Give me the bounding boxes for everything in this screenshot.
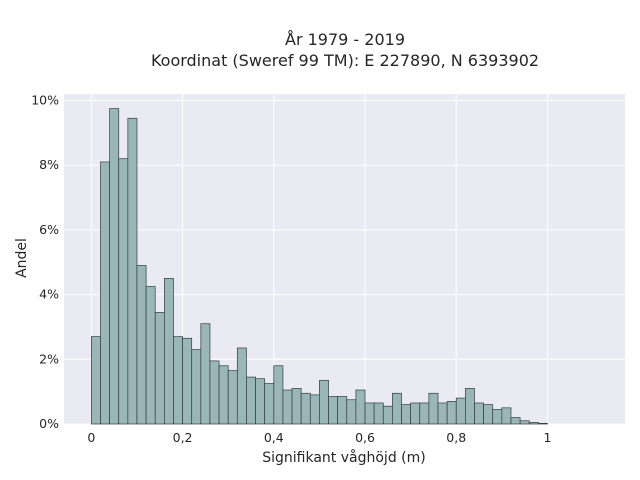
histogram-bar	[136, 265, 147, 425]
histogram-bar	[337, 396, 348, 425]
histogram-bar	[528, 422, 539, 425]
histogram-bar	[246, 376, 256, 425]
histogram-bar	[455, 397, 466, 425]
histogram-bar	[264, 383, 275, 425]
histogram-bar	[510, 417, 521, 425]
histogram-bar	[227, 370, 238, 425]
histogram-bar	[173, 336, 183, 425]
histogram-bar	[392, 392, 402, 425]
histogram-bar	[91, 336, 101, 425]
histogram-bar	[118, 158, 129, 425]
histogram-bar	[236, 347, 247, 425]
histogram-bar	[328, 396, 339, 425]
histogram-bar	[364, 402, 375, 425]
histogram-bar	[410, 402, 421, 425]
x-tick-label: 0,6	[355, 430, 375, 445]
histogram-bar	[300, 392, 311, 425]
x-tick-label: 0	[87, 430, 95, 445]
histogram-bar	[382, 405, 393, 425]
y-tick-label: 4%	[39, 287, 59, 302]
x-axis-ticks: 0 0,2 0,4 0,6 0,8 1	[87, 430, 551, 445]
histogram-bar	[492, 409, 503, 425]
y-axis-label: Andel	[14, 238, 30, 278]
x-tick-label: 0,4	[264, 430, 284, 445]
histogram-bar	[109, 108, 120, 425]
histogram-bar	[355, 389, 366, 425]
chart-title-line2: Koordinat (Sweref 99 TM): E 227890, N 63…	[151, 51, 539, 70]
bars-group	[91, 108, 548, 425]
histogram-bar	[209, 360, 220, 425]
histogram-bar	[100, 161, 110, 425]
histogram-bar	[401, 404, 411, 425]
histogram-bar	[291, 388, 302, 425]
chart-title-line1: År 1979 - 2019	[285, 30, 405, 49]
histogram-bar	[501, 407, 512, 425]
histogram-bar	[437, 402, 448, 425]
histogram-bar	[483, 404, 494, 425]
histogram-bar	[200, 323, 211, 425]
histogram-bar	[163, 278, 174, 425]
histogram-bar	[474, 402, 484, 425]
x-tick-label: 1	[543, 430, 551, 445]
histogram-bar	[282, 389, 293, 425]
histogram-bar	[428, 392, 439, 425]
histogram-bar	[127, 117, 138, 425]
histogram-bar	[373, 402, 384, 425]
y-tick-label: 8%	[39, 157, 59, 172]
histogram-bar	[446, 401, 457, 425]
histogram-bar	[255, 378, 266, 425]
y-tick-label: 10%	[31, 92, 59, 107]
y-tick-label: 6%	[39, 222, 59, 237]
histogram-bar	[319, 379, 329, 425]
histogram-bar	[182, 337, 193, 425]
x-tick-label: 0,8	[446, 430, 466, 445]
y-tick-label: 0%	[39, 416, 59, 431]
histogram-bar	[419, 402, 430, 425]
histogram-bar	[154, 312, 165, 425]
histogram-bar	[145, 286, 156, 425]
histogram-bar	[218, 365, 229, 425]
histogram-bar	[346, 399, 357, 425]
x-tick-label: 0,2	[173, 430, 193, 445]
histogram-bar	[519, 420, 530, 425]
y-tick-label: 2%	[39, 351, 59, 366]
y-axis-ticks: 0% 2% 4% 6% 8% 10%	[31, 92, 59, 431]
histogram-bar	[273, 365, 284, 425]
histogram-bar	[191, 349, 202, 425]
histogram-bar	[537, 423, 548, 425]
histogram-bar	[465, 388, 475, 425]
x-axis-label: Signifikant våghöjd (m)	[262, 449, 425, 466]
histogram-bar	[309, 394, 320, 425]
